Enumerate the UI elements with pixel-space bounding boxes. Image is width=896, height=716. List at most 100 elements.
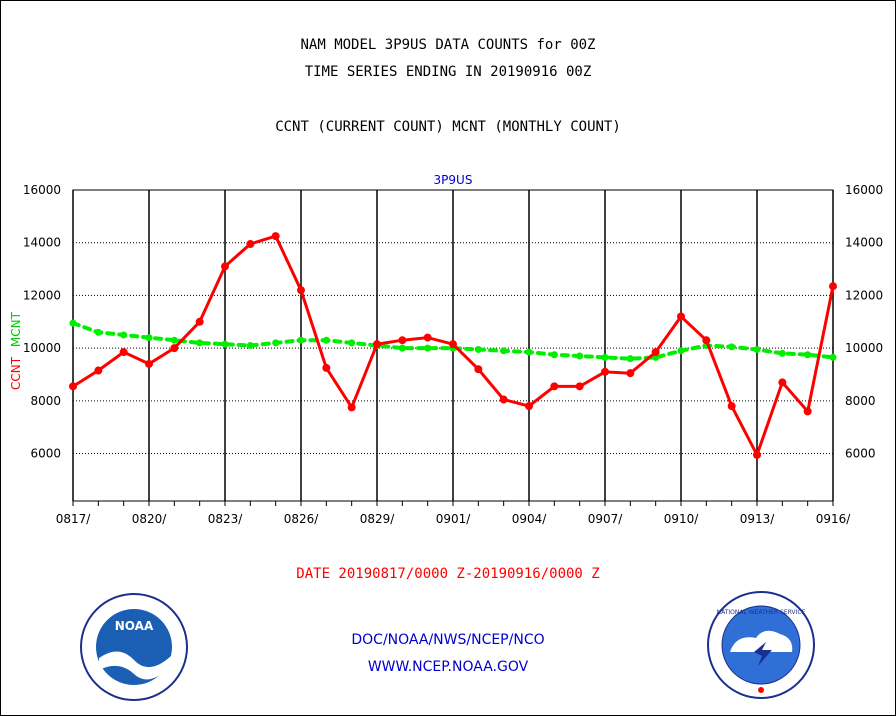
y-tick-left-3: 12000	[23, 288, 61, 302]
y-tick-right-4: 14000	[845, 236, 883, 250]
point-mcnt-11	[348, 339, 356, 347]
point-ccnt-11	[347, 403, 356, 412]
point-ccnt-20	[575, 382, 584, 391]
x-tick-7: 0907/	[588, 512, 624, 526]
point-mcnt-10	[322, 336, 330, 344]
point-mcnt-4	[170, 336, 178, 344]
x-tick-8: 0910/	[664, 512, 700, 526]
point-ccnt-5	[195, 317, 204, 326]
point-mcnt-20	[576, 352, 584, 360]
point-mcnt-14	[424, 344, 432, 352]
point-ccnt-7	[246, 240, 255, 249]
point-mcnt-30	[829, 353, 837, 361]
point-mcnt-22	[626, 355, 634, 363]
point-mcnt-6	[221, 340, 229, 348]
point-ccnt-2	[119, 348, 128, 357]
y-tick-right-0: 6000	[845, 447, 876, 461]
y-tick-right-5: 16000	[845, 183, 883, 197]
point-ccnt-8	[271, 232, 280, 241]
x-tick-5: 0901/	[436, 512, 472, 526]
y-axis-label-ccnt: CCNT	[9, 356, 23, 390]
x-tick-0: 0817/	[56, 512, 92, 526]
point-ccnt-9	[297, 286, 305, 295]
nws-logo: NATIONAL WEATHER SERVICE	[707, 591, 815, 699]
y-tick-left-0: 6000	[30, 447, 61, 461]
point-ccnt-13	[398, 336, 407, 345]
point-ccnt-28	[778, 378, 787, 387]
x-tick-2: 0823/	[208, 512, 244, 526]
point-mcnt-18	[525, 348, 533, 356]
point-ccnt-6	[221, 262, 229, 271]
y-axis-label: CCNT MCNT	[9, 311, 23, 390]
point-mcnt-0	[69, 319, 77, 327]
point-ccnt-10	[322, 363, 331, 372]
x-tick-3: 0826/	[284, 512, 320, 526]
nws-logo-star	[758, 687, 764, 693]
point-ccnt-19	[550, 382, 559, 391]
x-tick-1: 0820/	[132, 512, 168, 526]
point-ccnt-14	[423, 333, 432, 342]
point-ccnt-26	[727, 402, 736, 411]
y-tick-left-5: 16000	[23, 183, 61, 197]
date-range: DATE 20190817/0000 Z-20190916/0000 Z	[296, 566, 600, 582]
point-ccnt-15	[449, 340, 457, 349]
point-mcnt-17	[500, 347, 508, 355]
point-ccnt-27	[753, 450, 761, 459]
org-line: DOC/NOAA/NWS/NCEP/NCO	[351, 632, 545, 648]
point-ccnt-4	[170, 344, 179, 353]
x-tick-9: 0913/	[740, 512, 776, 526]
point-ccnt-22	[626, 369, 635, 378]
chart-subtitle: CCNT (CURRENT COUNT) MCNT (MONTHLY COUNT…	[275, 119, 621, 135]
nws-logo-text: NATIONAL WEATHER SERVICE	[717, 609, 806, 616]
y-tick-right-2: 10000	[845, 341, 883, 355]
point-ccnt-1	[94, 366, 103, 375]
plot-area	[72, 189, 834, 502]
tick-labels: 6000 6000 8000 8000 10000 10000 12000 12000 1400…	[23, 183, 883, 526]
x-tick-10: 0916/	[816, 512, 852, 526]
point-ccnt-3	[145, 359, 153, 368]
point-mcnt-26	[728, 343, 736, 351]
point-mcnt-21	[601, 353, 609, 361]
y-axis-label-mcnt: MCNT	[9, 311, 23, 347]
point-ccnt-12	[373, 340, 381, 349]
point-mcnt-9	[297, 336, 305, 344]
point-ccnt-30	[829, 282, 837, 291]
point-mcnt-27	[753, 345, 761, 353]
point-ccnt-23	[651, 348, 660, 357]
point-ccnt-17	[499, 395, 508, 404]
point-mcnt-3	[145, 334, 153, 342]
series-layer	[69, 232, 837, 459]
point-mcnt-2	[120, 331, 128, 339]
panel-label: 3P9US	[434, 173, 473, 187]
point-ccnt-25	[702, 336, 711, 345]
x-tick-4: 0829/	[360, 512, 396, 526]
y-tick-right-1: 8000	[845, 394, 876, 408]
url-line: WWW.NCEP.NOAA.GOV	[367, 659, 529, 675]
y-tick-left-2: 10000	[23, 341, 61, 355]
point-ccnt-29	[803, 407, 812, 416]
svg-text:CCNT MCNT: CCNT MCNT	[9, 311, 23, 390]
point-ccnt-21	[601, 367, 609, 376]
y-tick-left-1: 8000	[30, 394, 61, 408]
point-mcnt-5	[196, 339, 204, 347]
point-mcnt-7	[246, 342, 254, 349]
point-mcnt-28	[778, 349, 786, 357]
point-mcnt-16	[474, 345, 482, 353]
noaa-logo: NOAA	[80, 593, 188, 701]
point-mcnt-19	[550, 351, 558, 359]
point-ccnt-18	[525, 402, 533, 411]
y-tick-left-4: 14000	[23, 236, 61, 250]
chart-title-line1: NAM MODEL 3P9US DATA COUNTS for 00Z	[300, 37, 596, 53]
noaa-logo-text: NOAA	[115, 619, 154, 633]
point-mcnt-29	[804, 351, 812, 359]
point-mcnt-13	[398, 344, 406, 352]
y-tick-right-3: 12000	[845, 288, 883, 302]
point-ccnt-0	[69, 382, 77, 391]
point-mcnt-1	[94, 328, 102, 336]
x-tick-6: 0904/	[512, 512, 548, 526]
point-mcnt-8	[272, 339, 280, 347]
point-mcnt-24	[677, 347, 685, 355]
point-ccnt-16	[474, 365, 483, 374]
chart-title-line2: TIME SERIES ENDING IN 20190916 00Z	[304, 64, 592, 80]
